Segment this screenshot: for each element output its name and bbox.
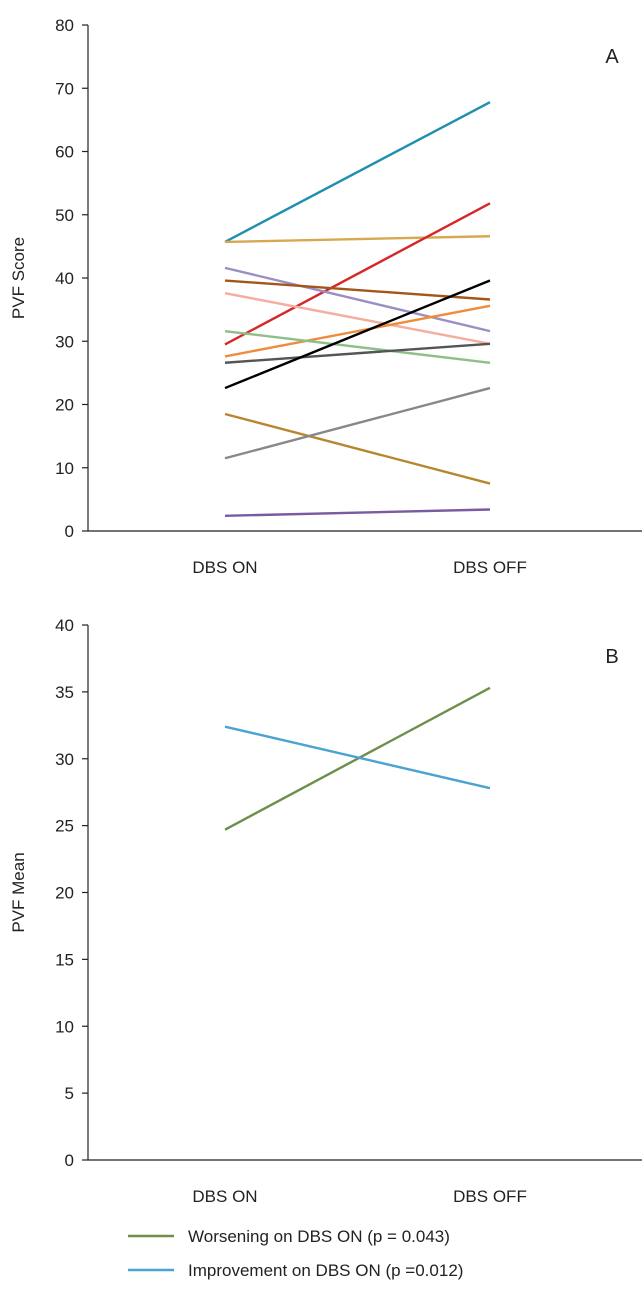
y-tick-label: 40 — [55, 616, 74, 635]
y-tick-label: 60 — [55, 143, 74, 162]
series-line-9 — [224, 342, 491, 364]
legend-label: Worsening on DBS ON (p = 0.043) — [188, 1227, 450, 1246]
y-tick-label: 5 — [65, 1084, 74, 1103]
series-line-13 — [224, 508, 491, 518]
chart-panel-b: 0 5 10 15 20 25 30 35 40 DBS ON DBS OFF PVF Mean B — [9, 616, 642, 1206]
chart-panel-a: 0 10 20 30 40 50 60 70 80 DBS ON DBS OFF PVF Score A — [9, 16, 642, 577]
y-tick-label: 30 — [55, 332, 74, 351]
y-tick-label: 70 — [55, 79, 74, 98]
series-line-6 — [224, 292, 491, 345]
y-axis-label: PVF Score — [9, 237, 28, 319]
series-line-8 — [224, 329, 491, 364]
series-line-3 — [224, 202, 491, 346]
y-tick-label: 10 — [55, 1017, 74, 1036]
y-tick-label: 0 — [65, 522, 74, 541]
y-tick-label: 30 — [55, 750, 74, 769]
x-tick-label: DBS ON — [192, 1187, 257, 1206]
series-line-5 — [224, 279, 491, 301]
y-tick-label: 50 — [55, 206, 74, 225]
legend: Worsening on DBS ON (p = 0.043) Improveme… — [128, 1227, 463, 1280]
y-tick-label: 20 — [55, 396, 74, 415]
series-line-7 — [224, 304, 491, 358]
x-tick-label: DBS ON — [192, 558, 257, 577]
y-tick-label: 35 — [55, 683, 74, 702]
x-tick-label: DBS OFF — [453, 558, 527, 577]
series-line-2 — [224, 725, 491, 790]
y-tick-label: 80 — [55, 16, 74, 35]
y-tick-label: 40 — [55, 269, 74, 288]
y-axis-label: PVF Mean — [9, 852, 28, 932]
panel-label: A — [605, 46, 619, 68]
series-line-2 — [224, 235, 491, 244]
series-line-1 — [224, 686, 491, 831]
legend-label: Improvement on DBS ON (p =0.012) — [188, 1261, 463, 1280]
series-line-11 — [224, 412, 491, 485]
series-line-10 — [224, 279, 491, 390]
y-tick-label: 0 — [65, 1151, 74, 1170]
series-line-4 — [224, 266, 491, 333]
series-line-1 — [224, 101, 491, 244]
series-line-12 — [224, 386, 491, 460]
panel-label: B — [605, 646, 618, 668]
y-tick-label: 10 — [55, 459, 74, 478]
y-tick-label: 25 — [55, 817, 74, 836]
y-tick-label: 20 — [55, 884, 74, 903]
y-tick-label: 15 — [55, 950, 74, 969]
x-tick-label: DBS OFF — [453, 1187, 527, 1206]
